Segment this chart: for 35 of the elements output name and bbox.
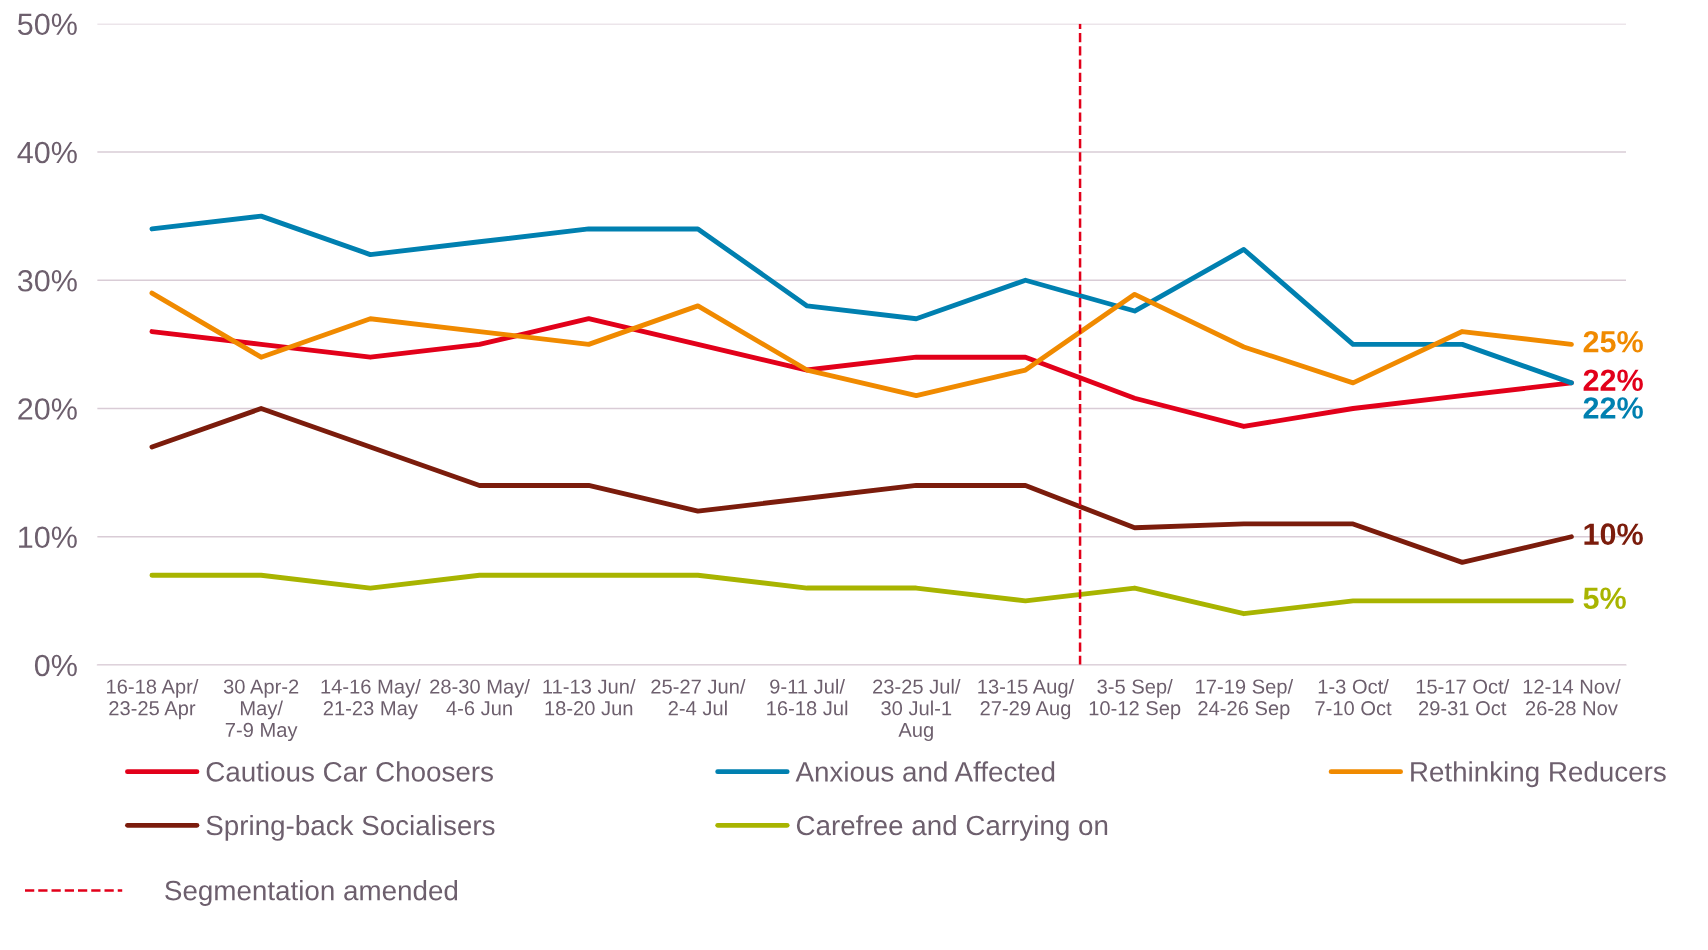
x-tick-label: 9-11 Jul/ 16-18 Jul (767, 678, 848, 716)
y-tick-label: 50% (17, 13, 77, 36)
data-label: 5% (1583, 587, 1626, 610)
data-label: 22% (1583, 397, 1643, 419)
legend-label: Carefree and Carrying on (796, 814, 1108, 841)
data-label: 25% (1583, 330, 1643, 353)
x-tick-label: 23-25 Jul/ 30 Jul-1 Aug (873, 678, 961, 742)
x-tick-label: 1-3 Oct/ 7-10 Oct (1315, 678, 1392, 716)
x-tick-label: 25-27 Jun/ 2-4 Jul (651, 678, 746, 716)
line-series (149, 406, 1574, 565)
legend-label: Anxious and Affected (795, 761, 1055, 782)
line-series (149, 572, 1574, 617)
x-tick-label: 15-17 Oct/ 29-31 Oct (1416, 678, 1510, 716)
data-label: 22% (1583, 369, 1643, 391)
x-tick-label: 17-19 Sep/ 24-26 Sep (1196, 678, 1294, 720)
x-tick-label: 14-16 May/ 21-23 May (321, 678, 421, 720)
y-tick-label: 30% (17, 269, 77, 292)
x-tick-label: 28-30 May/ 4-6 Jun (430, 678, 530, 716)
legend-label: Spring-back Socialisers (206, 814, 495, 841)
x-tick-label: 11-13 Jun/ 18-20 Jun (543, 678, 636, 716)
x-tick-label: 12-14 Nov/ 26-28 Nov (1523, 678, 1621, 716)
x-tick-label: 13-15 Aug/ 27-29 Aug (978, 678, 1075, 720)
data-label: 10% (1584, 523, 1643, 545)
x-tick-label: 30 Apr-2 May/ 7-9 May (223, 679, 299, 742)
legend-label: Segmentation amended (165, 880, 458, 906)
x-tick-label: 16-18 Apr/ 23-25 Apr (107, 678, 199, 720)
y-tick-label: 10% (19, 526, 77, 549)
legend-label: Cautious Car Choosers (206, 761, 493, 782)
y-tick-label: 40% (17, 141, 77, 164)
legend-label: Rethinking Reducers (1411, 761, 1666, 788)
x-tick-label: 3-5 Sep/ 10-12 Sep (1089, 678, 1181, 720)
line-series (149, 290, 1574, 399)
y-tick-label: 20% (18, 398, 77, 420)
y-tick-label: 0% (34, 654, 77, 677)
line-series (149, 213, 1574, 386)
